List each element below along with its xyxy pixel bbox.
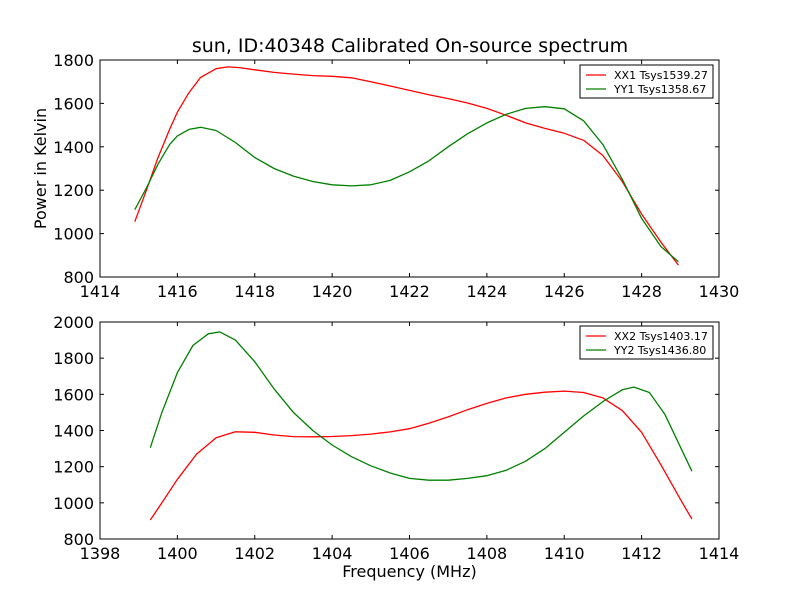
y-axis-title: Power in Kelvin bbox=[31, 108, 50, 229]
y-tick-label: 1200 bbox=[53, 181, 94, 200]
y-tick-label: 1200 bbox=[53, 458, 94, 477]
y-tick-label: 800 bbox=[63, 268, 94, 287]
top-panel: 1414 1416 1418 1420 1422 1424 1426 1428 1430 800 1… bbox=[31, 51, 739, 301]
x-tick-label: 1406 bbox=[389, 544, 430, 563]
y-tick-label: 1400 bbox=[53, 138, 94, 157]
legend-box bbox=[579, 325, 714, 360]
series-line-1-2 bbox=[134, 106, 679, 263]
legend-label: YY2 Tsys1436.80 bbox=[613, 344, 706, 357]
series-line-2-2 bbox=[149, 331, 693, 481]
x-tick-label: 1410 bbox=[544, 544, 585, 563]
y-tick-label: 1400 bbox=[53, 422, 94, 441]
legend-label: YY1 Tsys1358.67 bbox=[613, 83, 706, 96]
x-tick-label: 1404 bbox=[312, 544, 353, 563]
x-tick-label: 1416 bbox=[157, 282, 198, 301]
x-tick-label: 1414 bbox=[699, 544, 740, 563]
x-tick-label: 1418 bbox=[234, 282, 275, 301]
x-tick-label: 1412 bbox=[621, 544, 662, 563]
legend-box bbox=[579, 64, 714, 99]
x-tick-label: 1414 bbox=[80, 282, 121, 301]
y-tick-label: 2000 bbox=[53, 313, 94, 332]
y-tick-label: 1800 bbox=[53, 349, 94, 368]
x-tick-label: 1408 bbox=[467, 544, 508, 563]
x-axis-title: Frequency (MHz) bbox=[342, 562, 476, 581]
y-tick-label: 800 bbox=[63, 530, 94, 549]
series-line-1-1 bbox=[134, 66, 679, 266]
x-tick-label: 1426 bbox=[544, 282, 585, 301]
y-tick-label: 1600 bbox=[53, 385, 94, 404]
x-tick-label: 1430 bbox=[699, 282, 740, 301]
x-tick-label: 1398 bbox=[80, 544, 121, 563]
x-tick-label: 1428 bbox=[621, 282, 662, 301]
y-tick-label: 1600 bbox=[53, 94, 94, 113]
y-tick-label: 1800 bbox=[53, 51, 94, 70]
x-tick-label: 1400 bbox=[157, 544, 198, 563]
y-tick-label: 1000 bbox=[53, 225, 94, 244]
x-tick-label: 1402 bbox=[234, 544, 275, 563]
bottom-panel: 1398 1400 1402 1404 1406 1408 1410 1412 1414 800 1… bbox=[53, 313, 739, 581]
legend-label: XX1 Tsys1539.27 bbox=[614, 69, 708, 82]
x-tick-label: 1424 bbox=[467, 282, 508, 301]
chart-title: sun, ID:40348 Calibrated On-source spect… bbox=[192, 35, 628, 57]
x-tick-label: 1420 bbox=[312, 282, 353, 301]
y-tick-label: 1000 bbox=[53, 494, 94, 513]
legend-label: XX2 Tsys1403.17 bbox=[614, 330, 708, 343]
x-tick-label: 1422 bbox=[389, 282, 430, 301]
